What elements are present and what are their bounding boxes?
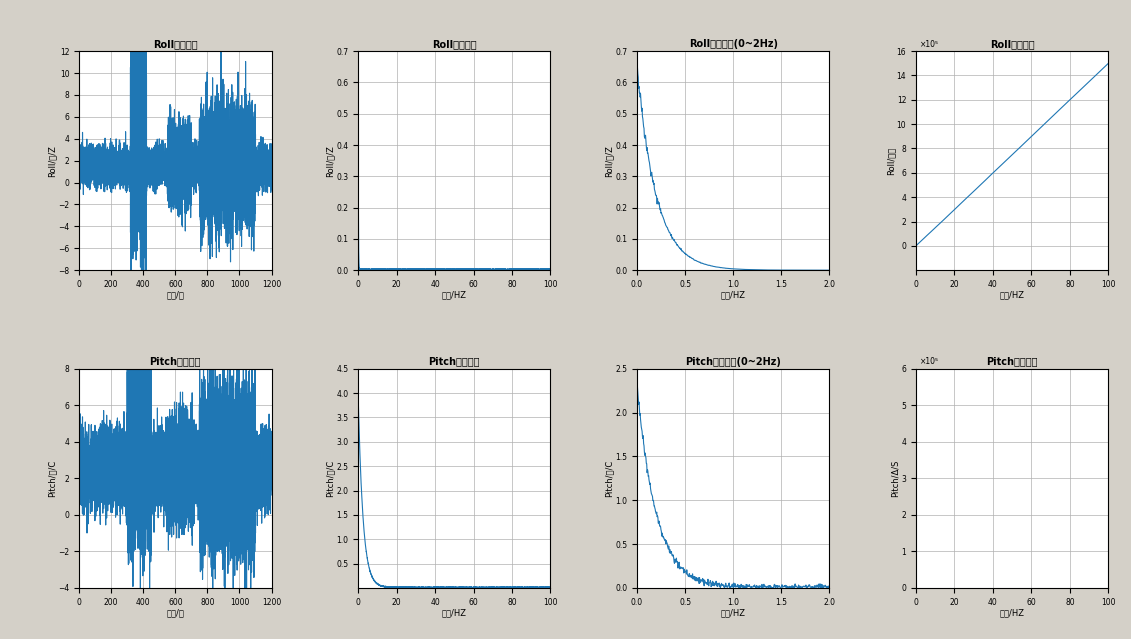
Title: Roll低频响应(0~2Hz): Roll低频响应(0~2Hz) bbox=[689, 39, 778, 49]
Y-axis label: Roll/度/Z: Roll/度/Z bbox=[326, 144, 335, 176]
X-axis label: 频率/HZ: 频率/HZ bbox=[442, 290, 467, 299]
Title: Pitch频域响应: Pitch频域响应 bbox=[429, 357, 480, 367]
Title: Pitch相频响应: Pitch相频响应 bbox=[986, 357, 1038, 367]
X-axis label: 时间/秒: 时间/秒 bbox=[166, 290, 184, 299]
Title: Roll频域响应: Roll频域响应 bbox=[432, 39, 476, 49]
X-axis label: 频率/HZ: 频率/HZ bbox=[720, 290, 745, 299]
Y-axis label: Roll/相位: Roll/相位 bbox=[887, 146, 896, 175]
X-axis label: 频率/HZ: 频率/HZ bbox=[1000, 608, 1025, 617]
Text: ×10⁵: ×10⁵ bbox=[920, 357, 939, 366]
X-axis label: 频率/HZ: 频率/HZ bbox=[720, 608, 745, 617]
Text: ×10⁵: ×10⁵ bbox=[920, 40, 939, 49]
Y-axis label: Roll/度/Z: Roll/度/Z bbox=[48, 144, 57, 176]
Title: Roll时域响应: Roll时域响应 bbox=[153, 39, 198, 49]
Title: Roll相频响应: Roll相频响应 bbox=[990, 39, 1035, 49]
Title: Pitch时域响应: Pitch时域响应 bbox=[149, 357, 201, 367]
Y-axis label: Pitch/度/C: Pitch/度/C bbox=[326, 459, 335, 497]
X-axis label: 频率/HZ: 频率/HZ bbox=[1000, 290, 1025, 299]
X-axis label: 频率/HZ: 频率/HZ bbox=[442, 608, 467, 617]
Y-axis label: Pitch/度/C: Pitch/度/C bbox=[48, 459, 57, 497]
Title: Pitch低频响应(0~2Hz): Pitch低频响应(0~2Hz) bbox=[685, 357, 782, 367]
Y-axis label: Pitch/度/C: Pitch/度/C bbox=[605, 459, 614, 497]
Y-axis label: Pitch/Δ/S: Pitch/Δ/S bbox=[891, 459, 900, 497]
Y-axis label: Roll/度/Z: Roll/度/Z bbox=[605, 144, 614, 176]
X-axis label: 时间/秒: 时间/秒 bbox=[166, 608, 184, 617]
